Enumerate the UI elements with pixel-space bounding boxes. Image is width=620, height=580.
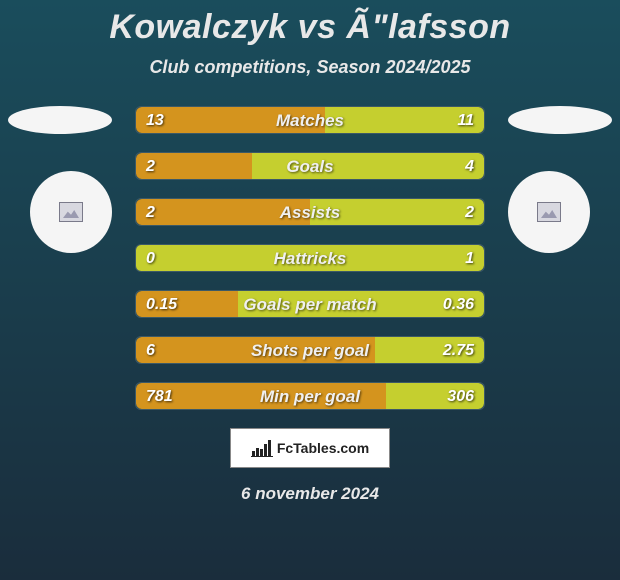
stat-value-right: 2	[465, 199, 474, 226]
stat-value-right: 2.75	[443, 337, 474, 364]
stat-value-right: 0.36	[443, 291, 474, 318]
stat-value-right: 306	[447, 383, 474, 410]
site-logo: FcTables.com	[230, 428, 390, 468]
stats-bars: Matches1311Goals24Assists22Hattricks01Go…	[135, 106, 485, 410]
bar-chart-icon	[251, 439, 273, 457]
stat-row: Min per goal781 306	[135, 382, 485, 410]
stat-label: Goals per match	[136, 291, 484, 318]
stat-value-left: 0	[146, 245, 155, 272]
date-label: 6 november 2024	[10, 484, 610, 504]
stat-row: Assists2 2	[135, 198, 485, 226]
stat-row: Hattricks0 1	[135, 244, 485, 272]
stat-value-right: 11	[457, 107, 474, 134]
stat-value-right: 4	[465, 153, 474, 180]
stat-value-left: 13	[146, 107, 164, 134]
stat-value-left: 2	[146, 199, 155, 226]
stat-row: Goals per match0.15 0.36	[135, 290, 485, 318]
stat-value-left: 6	[146, 337, 155, 364]
stat-value-left: 781	[146, 383, 173, 410]
player-left-ellipse	[8, 106, 112, 134]
stat-row: Matches13 11	[135, 106, 485, 134]
logo-text: FcTables.com	[277, 440, 369, 456]
stat-value-left: 0.15	[146, 291, 177, 318]
stat-label: Hattricks	[136, 245, 484, 272]
stat-label: Min per goal	[136, 383, 484, 410]
stat-label: Assists	[136, 199, 484, 226]
stat-value-right: 1	[465, 245, 474, 272]
stat-row: Shots per goal6 2.75	[135, 336, 485, 364]
player-right-ellipse	[508, 106, 612, 134]
page-title: Kowalczyk vs Ã"lafsson	[0, 0, 620, 47]
stat-label: Goals	[136, 153, 484, 180]
stat-label: Matches	[136, 107, 484, 134]
page-subtitle: Club competitions, Season 2024/2025	[0, 57, 620, 78]
stat-label: Shots per goal	[136, 337, 484, 364]
stat-value-left: 2	[146, 153, 155, 180]
player-right-badge	[508, 171, 590, 253]
comparison-content: Matches1311Goals24Assists22Hattricks01Go…	[0, 106, 620, 504]
image-placeholder-icon	[537, 202, 561, 222]
player-left-badge	[30, 171, 112, 253]
stat-row: Goals2 4	[135, 152, 485, 180]
image-placeholder-icon	[59, 202, 83, 222]
